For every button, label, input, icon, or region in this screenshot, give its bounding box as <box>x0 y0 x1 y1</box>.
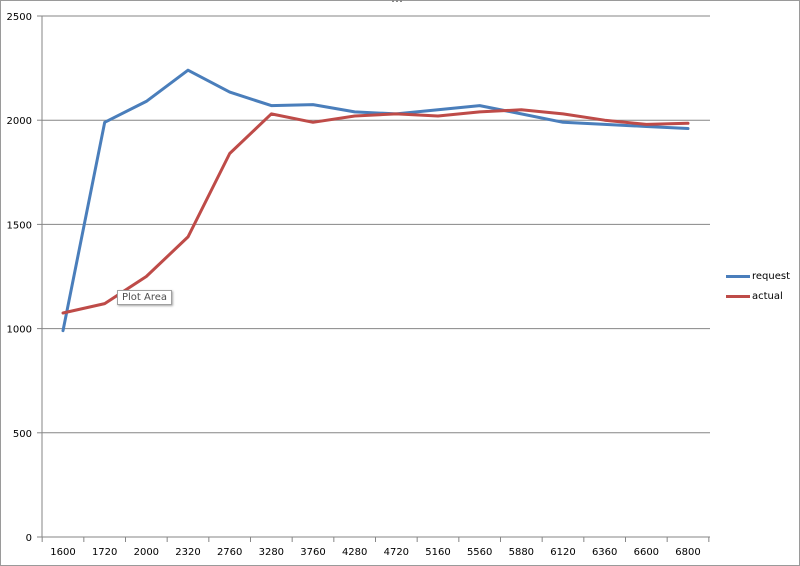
plot-area-tooltip: Plot Area <box>117 290 173 305</box>
x-tick-labels: 1600 1720 2000 2320 2760 3280 3760 4280 4720 5160… <box>50 547 700 558</box>
y-tick-label: 1500 <box>7 220 32 231</box>
x-tick-label: 2000 <box>134 547 159 558</box>
x-tick-label: 5560 <box>467 547 492 558</box>
x-tick-label: 5160 <box>425 547 450 558</box>
x-tick-label: 4280 <box>342 547 367 558</box>
y-tick-labels: 0 500 1000 1500 2000 2500 <box>7 12 32 544</box>
gridlines <box>42 15 710 434</box>
x-tick-label: 1720 <box>92 547 117 558</box>
x-tick-label: 2760 <box>217 547 242 558</box>
y-tick-label: 0 <box>26 533 32 544</box>
x-tick-label: 6800 <box>675 547 700 558</box>
legend-item-request[interactable]: request <box>726 266 790 286</box>
y-tick-label: 1000 <box>7 325 32 336</box>
x-tick-label: 6600 <box>634 547 659 558</box>
x-tick-label: 6120 <box>550 547 575 558</box>
x-tick-label: 1600 <box>50 547 75 558</box>
legend-label: request <box>752 270 791 282</box>
legend-item-actual[interactable]: actual <box>726 286 790 306</box>
x-tick-label: 4720 <box>384 547 409 558</box>
x-tick-label: 6360 <box>592 547 617 558</box>
x-tick-label: 3280 <box>259 547 284 558</box>
series-line-actual[interactable] <box>61 108 690 315</box>
x-tick-label: 2320 <box>175 547 200 558</box>
legend-swatch <box>726 294 750 298</box>
x-tick-label: 5880 <box>509 547 534 558</box>
series-lines[interactable] <box>61 68 690 333</box>
legend-label: actual <box>752 290 783 302</box>
y-tick-label: 2500 <box>7 12 32 23</box>
y-tick-label: 500 <box>13 429 32 440</box>
legend[interactable]: request actual <box>726 266 790 306</box>
x-tick-label: 3760 <box>300 547 325 558</box>
legend-swatch <box>726 274 750 278</box>
y-tick-label: 2000 <box>7 116 32 127</box>
resize-handle[interactable] <box>392 0 406 3</box>
axes <box>37 15 710 542</box>
series-line-request[interactable] <box>61 68 690 333</box>
